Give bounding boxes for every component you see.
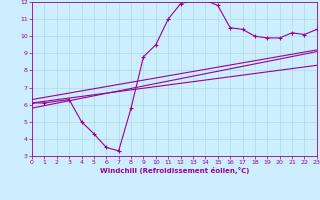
X-axis label: Windchill (Refroidissement éolien,°C): Windchill (Refroidissement éolien,°C) — [100, 167, 249, 174]
